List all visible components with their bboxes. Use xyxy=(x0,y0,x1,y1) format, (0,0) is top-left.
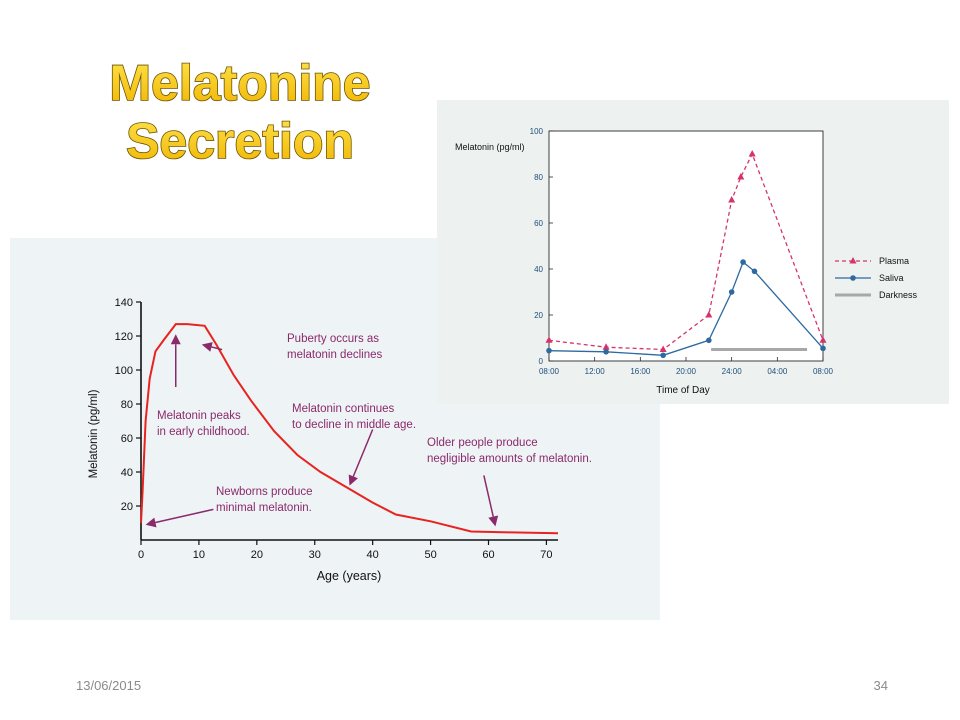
day-chart-frame xyxy=(548,130,824,362)
arrow-head xyxy=(170,334,181,345)
age-y-label: Melatonin (pg/ml) xyxy=(88,389,100,478)
saliva-point xyxy=(740,259,746,265)
day-x-tick-label: 16:00 xyxy=(630,367,651,376)
annotation-text: minimal melatonin. xyxy=(216,502,312,514)
age-y-tick-label: 60 xyxy=(121,433,133,445)
day-x-tick-label: 04:00 xyxy=(767,367,788,376)
plasma-point xyxy=(705,311,713,318)
day-x-tick-label: 20:00 xyxy=(676,367,697,376)
arrow-head xyxy=(348,474,358,486)
age-x-tick-label: 40 xyxy=(367,549,379,561)
age-annotations: Puberty occurs as melatonin declines Melat… xyxy=(157,333,592,514)
title-line-1: Melatonine xyxy=(109,55,370,111)
day-legend: Plasma Saliva Darkness xyxy=(835,256,918,300)
legend-label: Plasma xyxy=(879,256,909,266)
footer-date: 13/06/2015 xyxy=(76,678,142,693)
age-x-tick-label: 20 xyxy=(251,549,263,561)
day-y-label: Melatonin (pg/ml) xyxy=(455,142,525,152)
day-x-tick-label: 08:00 xyxy=(813,367,834,376)
age-x-tick-label: 30 xyxy=(309,549,321,561)
plasma-point xyxy=(659,345,667,352)
day-y-tick-label: 60 xyxy=(534,219,543,228)
annotation-text: to decline in middle age. xyxy=(292,419,416,431)
annotation-text: Puberty occurs as xyxy=(287,333,379,345)
plasma-point xyxy=(748,150,756,157)
day-plot-area xyxy=(548,130,824,362)
age-y-tick-label: 40 xyxy=(121,467,133,479)
legend-plasma-marker xyxy=(849,257,857,264)
age-chart: 20 40 60 80 100 120 140 0 10 20 30 40 50 60 70 Puberty… xyxy=(88,297,592,583)
saliva-point xyxy=(751,268,758,275)
saliva-point xyxy=(728,289,735,295)
day-y-tick-label: 20 xyxy=(534,311,543,320)
saliva-point xyxy=(820,345,826,352)
day-chart-ticks: 0 20 40 60 80 100 08:00 12:00 16:00 20:00 24:00 04:… xyxy=(530,127,834,376)
annotation-text: Newborns produce xyxy=(216,486,313,498)
day-chart: 0 20 40 60 80 100 08:00 12:00 16:00 20:00 24:00 04:… xyxy=(455,127,918,396)
age-curve xyxy=(140,323,559,535)
saliva-point xyxy=(546,347,552,354)
legend-label: Darkness xyxy=(879,290,918,300)
age-y-tick-label: 140 xyxy=(115,297,133,309)
age-x-tick-label: 70 xyxy=(540,549,552,561)
plasma-point xyxy=(737,173,745,180)
day-y-tick-label: 0 xyxy=(539,357,544,366)
day-y-tick-label: 40 xyxy=(534,265,543,274)
saliva-point xyxy=(660,352,666,359)
annotation-text: in early childhood. xyxy=(157,426,250,438)
age-arrows xyxy=(145,334,499,528)
day-series xyxy=(545,150,827,359)
arrow-head xyxy=(145,517,157,528)
annotation-text: Melatonin continues xyxy=(292,403,395,415)
annotation-text: negligible amounts of melatonin. xyxy=(427,453,592,465)
age-chart-ticks: 20 40 60 80 100 120 140 0 10 20 30 40 50 60 70 xyxy=(115,297,553,561)
arrow-shaft xyxy=(483,475,494,517)
saliva-point xyxy=(603,349,609,355)
plasma-point xyxy=(602,343,610,350)
title-line-2: Secretion xyxy=(126,113,354,169)
slide-title: Melatonine Secretion xyxy=(109,54,372,170)
age-x-tick-label: 0 xyxy=(138,549,144,561)
age-y-tick-label: 120 xyxy=(115,331,133,343)
age-x-tick-label: 50 xyxy=(424,549,436,561)
plasma-point xyxy=(545,336,553,343)
annotation-text: melatonin declines xyxy=(287,349,383,361)
page-number: 34 xyxy=(873,678,888,693)
arrow-shaft xyxy=(352,429,374,477)
day-chart-panel: 0 20 40 60 80 100 08:00 12:00 16:00 20:00 24:00 04:… xyxy=(437,100,949,404)
age-y-tick-label: 80 xyxy=(121,399,133,411)
arrow-head xyxy=(201,342,213,352)
legend-saliva-marker xyxy=(850,275,856,281)
arrow-shaft xyxy=(211,346,223,351)
plasma-point xyxy=(819,336,827,343)
arrow-head xyxy=(488,515,499,527)
day-x-tick-label: 12:00 xyxy=(585,367,606,376)
plasma-point xyxy=(728,196,736,203)
day-x-label: Time of Day xyxy=(656,385,710,396)
arrow-shaft xyxy=(155,508,214,524)
day-x-tick-label: 08:00 xyxy=(539,367,560,376)
legend-label: Saliva xyxy=(879,273,904,283)
age-y-tick-label: 20 xyxy=(121,501,133,513)
day-y-tick-label: 80 xyxy=(534,173,543,182)
age-x-label: Age (years) xyxy=(317,569,382,583)
age-y-tick-label: 100 xyxy=(115,365,133,377)
saliva-point xyxy=(706,337,712,344)
day-y-tick-label: 100 xyxy=(530,127,544,136)
age-x-tick-label: 10 xyxy=(193,549,205,561)
annotation-text: Melatonin peaks xyxy=(157,410,241,422)
annotation-text: Older people produce xyxy=(427,437,538,449)
day-x-tick-label: 24:00 xyxy=(722,367,743,376)
age-x-tick-label: 60 xyxy=(482,549,494,561)
